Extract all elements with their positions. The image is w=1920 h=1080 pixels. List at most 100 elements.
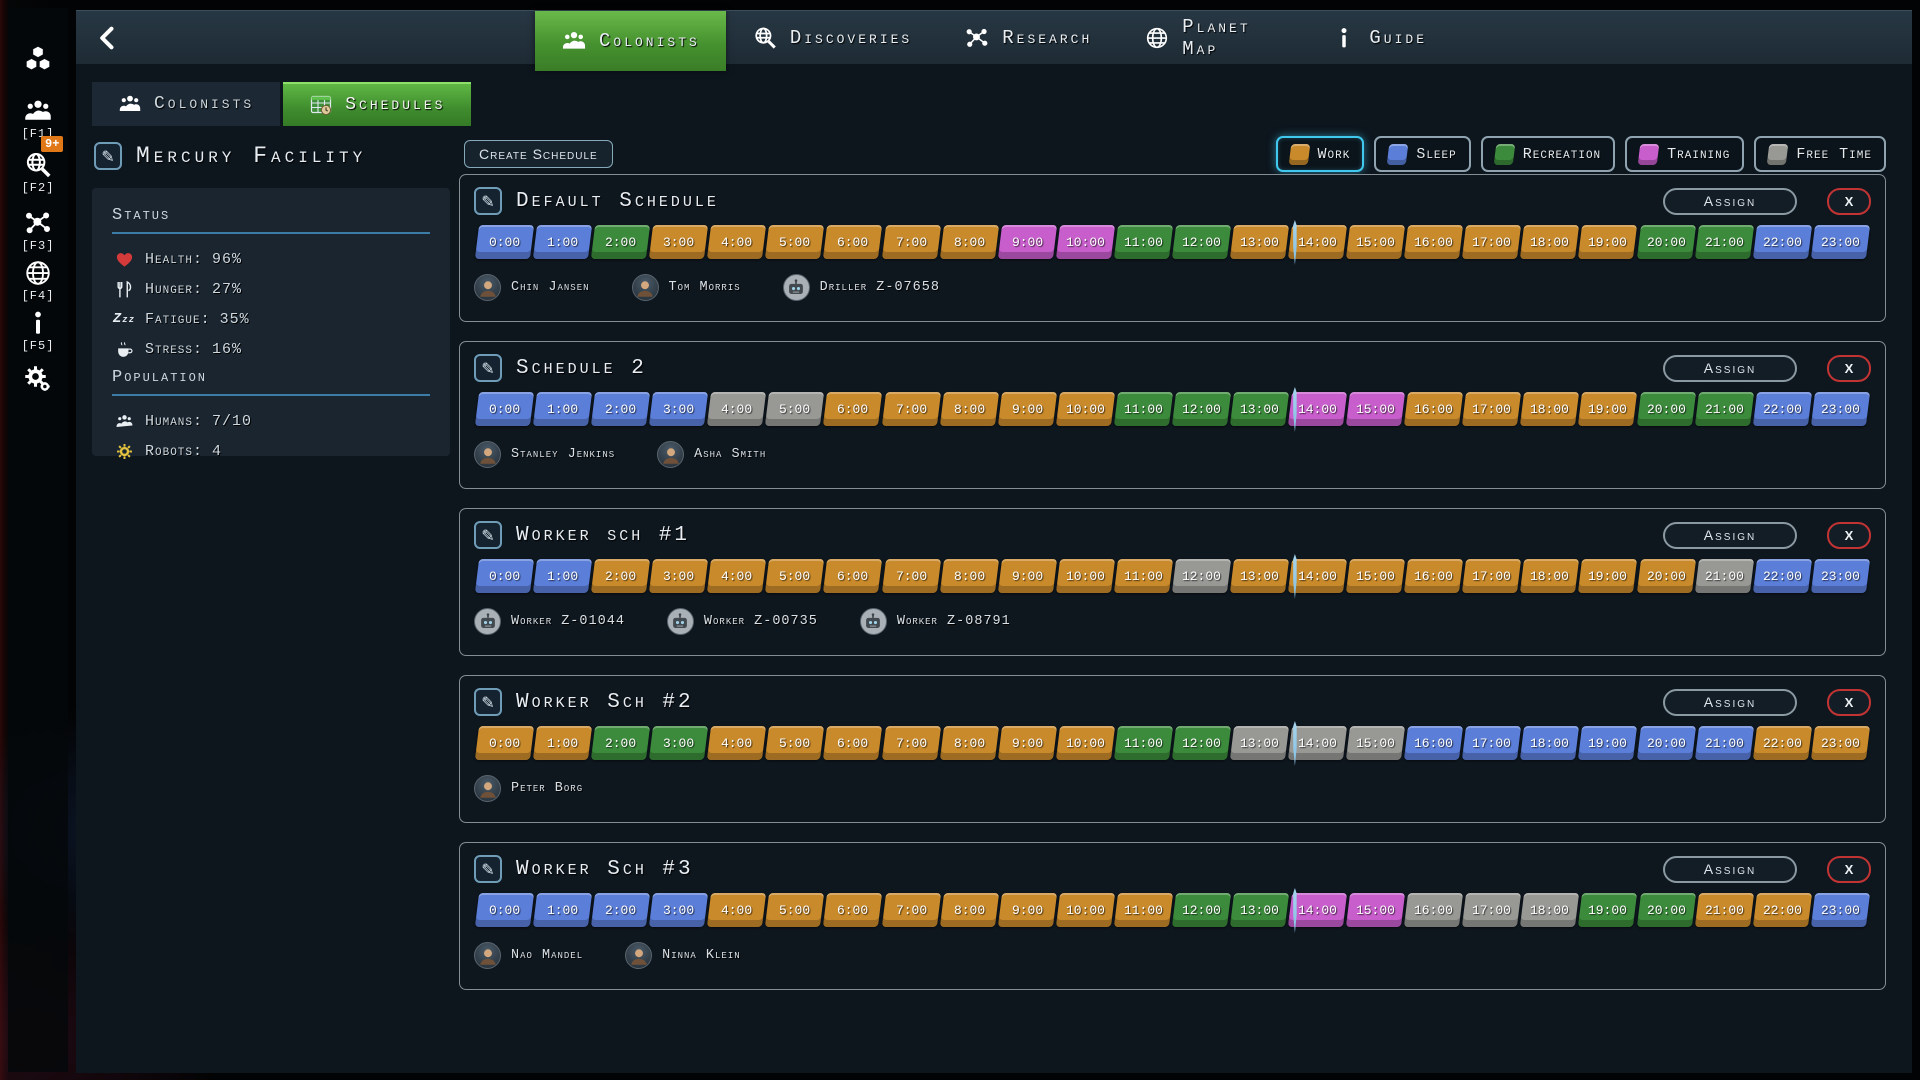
hour-block-2-00[interactable]: 2:00 [591,559,651,593]
hour-block-5-00[interactable]: 5:00 [765,225,825,259]
hour-block-7-00[interactable]: 7:00 [881,392,941,426]
hour-block-12-00[interactable]: 12:00 [1171,893,1232,927]
edit-schedule-button[interactable]: ✎ [474,855,502,883]
hour-block-11-00[interactable]: 11:00 [1113,726,1174,760]
member-tom-morris[interactable]: Tom Morris [631,274,741,301]
hour-block-3-00[interactable]: 3:00 [649,225,709,259]
hour-block-18-00[interactable]: 18:00 [1520,392,1580,426]
strip-item-search-globe-icon[interactable]: [F2] 9+ [8,136,68,195]
hour-block-1-00[interactable]: 1:00 [532,726,593,760]
member-worker-z-00735[interactable]: Worker Z-00735 [666,608,818,635]
hour-block-13-00[interactable]: 13:00 [1229,392,1290,426]
tab-planet-map[interactable]: Planet Map [1118,11,1305,64]
member-nao-mandel[interactable]: Nao Mandel [474,942,583,969]
hour-block-7-00[interactable]: 7:00 [881,726,941,760]
member-peter-borg[interactable]: Peter Borg [474,775,583,802]
hour-block-15-00[interactable]: 15:00 [1346,225,1406,259]
hour-block-14-00[interactable]: 14:00 [1288,893,1348,927]
hour-block-14-00[interactable]: 14:00 [1288,726,1348,760]
hour-block-13-00[interactable]: 13:00 [1229,726,1290,760]
assign-button[interactable]: Assign [1663,688,1797,716]
hour-block-17-00[interactable]: 17:00 [1462,559,1522,593]
hour-block-21-00[interactable]: 21:00 [1694,726,1754,760]
hour-block-21-00[interactable]: 21:00 [1694,225,1754,259]
hour-block-20-00[interactable]: 20:00 [1636,559,1696,593]
strip-item-molecule-icon[interactable]: [F3] [8,208,68,253]
hour-block-0-00[interactable]: 0:00 [474,893,535,927]
hour-block-8-00[interactable]: 8:00 [939,559,999,593]
tab-guide[interactable]: Guide [1305,11,1453,64]
member-driller-z-07658[interactable]: Driller Z-07658 [782,274,940,301]
edit-schedule-button[interactable]: ✎ [474,187,502,215]
hour-block-18-00[interactable]: 18:00 [1520,225,1580,259]
legend-chip-recreation[interactable]: Recreation [1480,136,1616,172]
hour-block-14-00[interactable]: 14:00 [1288,392,1348,426]
member-worker-z-01044[interactable]: Worker Z-01044 [474,608,625,635]
hour-block-6-00[interactable]: 6:00 [823,726,883,760]
delete-schedule-button[interactable]: X [1827,354,1871,382]
hour-block-18-00[interactable]: 18:00 [1520,559,1580,593]
legend-chip-free-time[interactable]: Free Time [1754,136,1886,172]
member-ninna-klein[interactable]: Ninna Klein [625,942,741,969]
hour-block-16-00[interactable]: 16:00 [1404,559,1464,593]
hour-block-17-00[interactable]: 17:00 [1462,893,1522,927]
hour-block-5-00[interactable]: 5:00 [765,392,825,426]
hour-block-5-00[interactable]: 5:00 [765,559,825,593]
member-chin-jansen[interactable]: Chin Jansen [474,274,590,301]
tab-discoveries[interactable]: Discoveries [726,11,938,64]
delete-schedule-button[interactable]: X [1827,187,1871,215]
hour-block-3-00[interactable]: 3:00 [649,893,709,927]
delete-schedule-button[interactable]: X [1827,855,1871,883]
hour-block-4-00[interactable]: 4:00 [707,225,767,259]
hour-block-11-00[interactable]: 11:00 [1113,225,1174,259]
hour-block-13-00[interactable]: 13:00 [1229,225,1290,259]
hour-block-23-00[interactable]: 23:00 [1810,225,1870,259]
hour-block-3-00[interactable]: 3:00 [649,559,709,593]
create-schedule-button[interactable]: Create Schedule [464,140,613,168]
hour-block-19-00[interactable]: 19:00 [1578,726,1638,760]
tab-colonists[interactable]: Colonists [535,11,726,71]
hour-block-9-00[interactable]: 9:00 [997,726,1057,760]
hour-block-12-00[interactable]: 12:00 [1171,225,1232,259]
hour-block-0-00[interactable]: 0:00 [474,225,535,259]
hour-block-7-00[interactable]: 7:00 [881,893,941,927]
hour-block-22-00[interactable]: 22:00 [1752,225,1812,259]
hour-block-14-00[interactable]: 14:00 [1288,225,1348,259]
hour-block-1-00[interactable]: 1:00 [532,225,593,259]
back-button[interactable] [76,11,140,64]
hour-block-20-00[interactable]: 20:00 [1636,893,1696,927]
hour-block-13-00[interactable]: 13:00 [1229,559,1290,593]
edit-schedule-button[interactable]: ✎ [474,521,502,549]
hour-block-9-00[interactable]: 9:00 [997,392,1057,426]
hour-block-12-00[interactable]: 12:00 [1171,726,1232,760]
hour-block-4-00[interactable]: 4:00 [707,893,767,927]
hour-block-2-00[interactable]: 2:00 [591,726,651,760]
delete-schedule-button[interactable]: X [1827,688,1871,716]
legend-chip-sleep[interactable]: Sleep [1374,136,1471,172]
hour-block-1-00[interactable]: 1:00 [532,392,593,426]
hour-block-17-00[interactable]: 17:00 [1462,392,1522,426]
strip-item-cubes-icon[interactable] [8,44,68,74]
member-asha-smith[interactable]: Asha Smith [657,441,766,468]
hour-block-8-00[interactable]: 8:00 [939,392,999,426]
legend-chip-work[interactable]: Work [1275,136,1365,172]
hour-block-17-00[interactable]: 17:00 [1462,225,1522,259]
member-worker-z-08791[interactable]: Worker Z-08791 [859,608,1011,635]
hour-block-9-00[interactable]: 9:00 [997,559,1057,593]
hour-block-0-00[interactable]: 0:00 [474,392,535,426]
hour-block-10-00[interactable]: 10:00 [1055,726,1115,760]
hour-block-7-00[interactable]: 7:00 [881,225,941,259]
hour-block-11-00[interactable]: 11:00 [1113,893,1174,927]
hour-block-4-00[interactable]: 4:00 [707,392,767,426]
hour-block-22-00[interactable]: 22:00 [1752,726,1812,760]
hour-block-1-00[interactable]: 1:00 [532,559,593,593]
hour-block-19-00[interactable]: 19:00 [1578,392,1638,426]
hour-block-10-00[interactable]: 10:00 [1055,893,1115,927]
hour-block-23-00[interactable]: 23:00 [1810,893,1870,927]
hour-block-15-00[interactable]: 15:00 [1346,726,1406,760]
hour-block-4-00[interactable]: 4:00 [707,559,767,593]
legend-chip-training[interactable]: Training [1625,136,1745,172]
hour-block-21-00[interactable]: 21:00 [1694,559,1754,593]
hour-block-5-00[interactable]: 5:00 [765,893,825,927]
edit-facility-name-button[interactable]: ✎ [94,142,122,170]
